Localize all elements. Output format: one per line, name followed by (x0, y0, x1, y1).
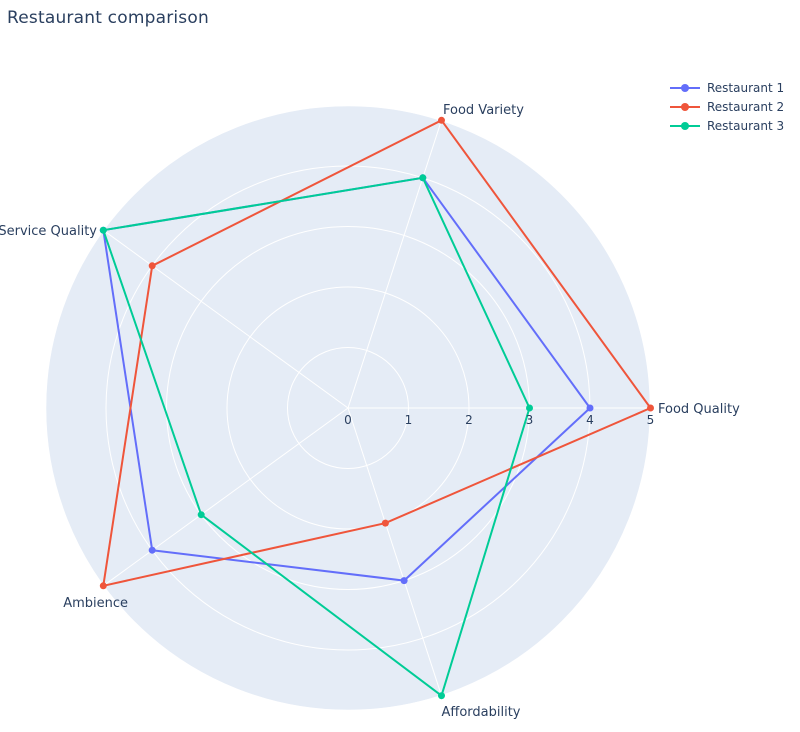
legend-label: Restaurant 1 (707, 80, 785, 95)
radial-tick-label: 4 (586, 413, 594, 427)
chart-title: Restaurant comparison (7, 8, 209, 28)
data-point-marker[interactable] (526, 404, 533, 412)
category-label-food-quality: Food Quality (658, 402, 740, 417)
legend-swatch-icon (670, 80, 700, 95)
legend-item-restaurant-2[interactable]: Restaurant 2 (670, 99, 784, 114)
data-point-marker[interactable] (419, 174, 427, 182)
radial-tick-label: 0 (344, 413, 352, 427)
axis-spoke (347, 120, 442, 409)
data-point-marker[interactable] (148, 262, 156, 270)
legend-swatch-icon (670, 118, 700, 133)
data-point-marker[interactable] (99, 582, 107, 590)
data-point-marker[interactable] (381, 519, 389, 527)
legend-label: Restaurant 3 (707, 118, 785, 133)
axis-spoke (102, 229, 349, 409)
axis-spoke (102, 407, 349, 587)
legend-label: Restaurant 2 (707, 99, 785, 114)
category-label-affordability: Affordability (441, 705, 520, 720)
category-label-service-quality: Service Quality (0, 224, 97, 239)
legend: Restaurant 1 Restaurant 2 Restaurant 3 (670, 80, 784, 133)
legend-swatch-icon (670, 99, 700, 114)
data-point-marker[interactable] (647, 404, 654, 412)
radial-tick-label: 2 (465, 413, 473, 427)
series-line-restaurant-3[interactable] (102, 176, 531, 697)
data-point-marker[interactable] (197, 511, 205, 519)
series-line-restaurant-1[interactable] (102, 176, 591, 582)
data-point-marker[interactable] (148, 546, 156, 554)
data-point-marker[interactable] (400, 577, 408, 585)
series-line-restaurant-2[interactable] (102, 119, 652, 587)
radial-tick-label: 1 (405, 413, 413, 427)
data-point-marker[interactable] (438, 692, 445, 700)
data-point-marker[interactable] (438, 116, 445, 124)
data-point-marker[interactable] (586, 404, 594, 412)
data-point-marker[interactable] (99, 226, 107, 234)
axis-spoke (347, 407, 442, 696)
radial-tick-label: 3 (526, 413, 534, 427)
legend-item-restaurant-3[interactable]: Restaurant 3 (670, 118, 784, 133)
category-label-food-variety: Food Variety (443, 103, 524, 118)
category-label-ambience: Ambience (63, 596, 128, 611)
legend-item-restaurant-1[interactable]: Restaurant 1 (670, 80, 784, 95)
radial-tick-label: 5 (647, 413, 655, 427)
